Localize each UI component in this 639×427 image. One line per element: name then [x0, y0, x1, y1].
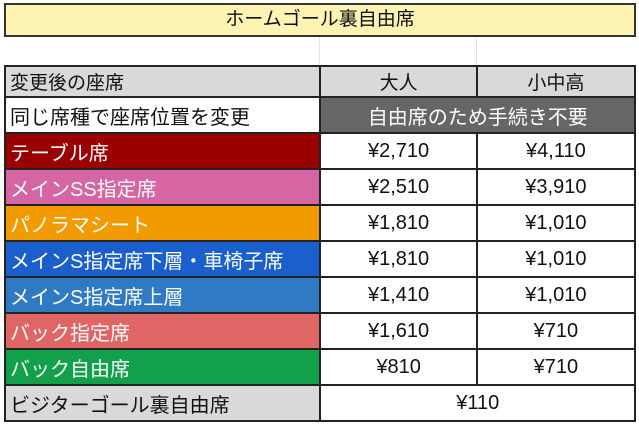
table-row: メインSS指定席 ¥2,510 ¥3,910 [3, 168, 637, 206]
header-row: 変更後の座席 大人 小中高 [3, 65, 637, 98]
table-row: メインS指定席上層 ¥1,410 ¥1,010 [3, 276, 637, 314]
blank-cell [320, 37, 477, 65]
price-table: 変更後の座席 大人 小中高 同じ席種で座席位置を変更 自由席のため手続き不要 テ… [3, 65, 637, 422]
adult-price: ¥1,810 [319, 240, 478, 278]
table-row: パノラマシート ¥1,810 ¥1,010 [3, 204, 637, 242]
child-price: ¥3,910 [475, 168, 637, 206]
table-row: バック自由席 ¥810 ¥710 [3, 348, 637, 386]
header-adult: 大人 [319, 65, 478, 98]
adult-price: ¥1,810 [319, 204, 478, 242]
blank-cell [4, 37, 320, 65]
adult-price: ¥1,410 [319, 276, 478, 314]
header-child: 小中高 [475, 65, 637, 98]
table-row: バック指定席 ¥1,610 ¥710 [3, 312, 637, 350]
seat-label: バック指定席 [3, 312, 322, 350]
adult-price: ¥1,610 [319, 312, 478, 350]
seat-label: パノラマシート [3, 204, 322, 242]
child-price: ¥1,010 [475, 240, 637, 278]
child-price: ¥1,010 [475, 204, 637, 242]
table-row: メインS指定席下層・車椅子席 ¥1,810 ¥1,010 [3, 240, 637, 278]
visitor-label: ビジターゴール裏自由席 [3, 384, 322, 422]
table-title: ホームゴール裏自由席 [4, 3, 636, 37]
seat-label: テーブル席 [3, 132, 322, 170]
same-seat-row: 同じ席種で座席位置を変更 自由席のため手続き不要 [3, 96, 636, 134]
seat-label: メインS指定席上層 [3, 276, 322, 314]
same-seat-label: 同じ席種で座席位置を変更 [3, 96, 322, 134]
adult-price: ¥810 [319, 348, 478, 386]
child-price: ¥710 [475, 312, 637, 350]
same-seat-note: 自由席のため手続き不要 [319, 96, 636, 134]
seat-label: メインS指定席下層・車椅子席 [3, 240, 322, 278]
child-price: ¥710 [475, 348, 637, 386]
adult-price: ¥2,510 [319, 168, 478, 206]
visitor-row: ビジターゴール裏自由席 ¥110 [3, 384, 636, 422]
table-row: テーブル席 ¥2,710 ¥4,110 [3, 132, 637, 170]
child-price: ¥1,010 [475, 276, 637, 314]
header-seat: 変更後の座席 [3, 65, 322, 98]
child-price: ¥4,110 [475, 132, 637, 170]
visitor-price: ¥110 [319, 384, 636, 422]
seat-label: バック自由席 [3, 348, 322, 386]
adult-price: ¥2,710 [319, 132, 478, 170]
seat-label: メインSS指定席 [3, 168, 322, 206]
